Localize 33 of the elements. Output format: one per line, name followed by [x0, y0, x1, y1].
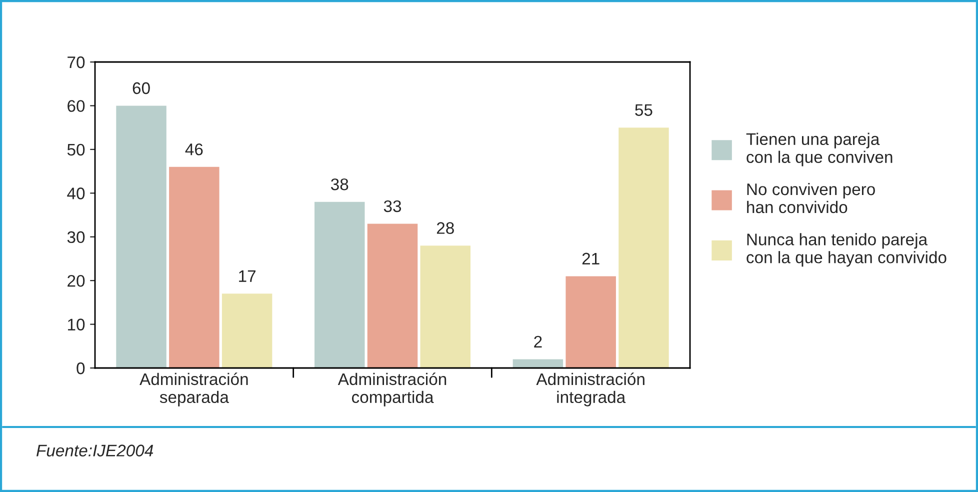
- data-label: 55: [635, 104, 652, 116]
- data-label: 46: [185, 143, 203, 156]
- bar: [314, 202, 365, 368]
- data-label: 2: [534, 336, 542, 348]
- x-tick-label: Administración separada: [140, 372, 248, 406]
- bar: [169, 166, 220, 368]
- data-label: 28: [436, 222, 454, 234]
- y-tick-label: 70: [68, 56, 85, 68]
- y-tick-label: 0: [76, 362, 85, 374]
- bar: [566, 276, 616, 368]
- bar: [618, 128, 669, 368]
- y-tick-label: 60: [68, 100, 85, 112]
- y-tick-label: 30: [67, 231, 85, 244]
- bar: [512, 359, 564, 368]
- x-tick-label: Administración compartida: [338, 372, 446, 406]
- data-label: 33: [384, 200, 402, 212]
- y-tick-label: 40: [67, 188, 85, 200]
- legend-label: Tienen una pareja con la que conviven: [746, 132, 892, 166]
- y-tick-label: 50: [67, 144, 85, 156]
- y-tick-label: 10: [68, 318, 85, 330]
- data-label: 60: [132, 82, 150, 94]
- x-tick-label: Administración integrada: [536, 372, 644, 406]
- bar: [420, 246, 471, 368]
- bar: [222, 294, 272, 368]
- y-tick-label: 20: [68, 274, 85, 287]
- data-label: 17: [239, 270, 256, 282]
- source-note: Fuente:IJE2004: [36, 444, 154, 456]
- data-label: 38: [330, 178, 348, 190]
- bar: [367, 224, 418, 368]
- bar: [116, 106, 166, 368]
- legend-label: No conviven pero han convivido: [747, 182, 875, 214]
- legend-label: Nunca han tenido pareja con la que hayan convivido: [746, 233, 946, 267]
- data-label: 21: [582, 252, 600, 264]
